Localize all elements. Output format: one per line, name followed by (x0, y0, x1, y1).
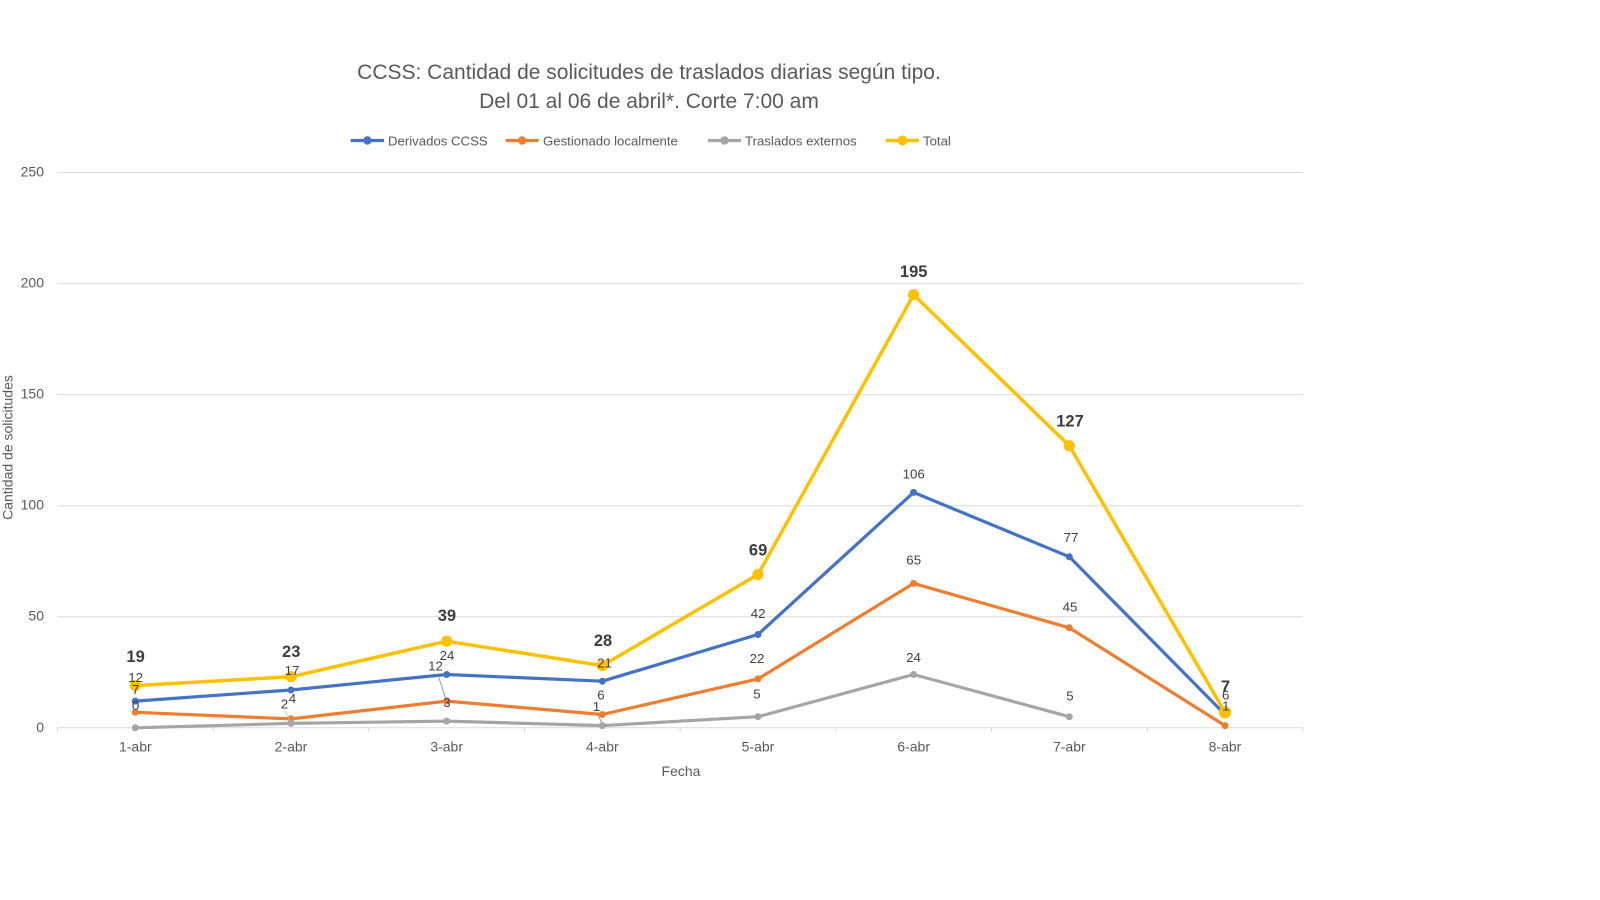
svg-text:39: 39 (438, 607, 456, 625)
svg-text:28: 28 (594, 632, 612, 650)
svg-text:0: 0 (36, 719, 44, 735)
svg-text:Gestionado localmente: Gestionado localmente (543, 133, 678, 148)
svg-text:5: 5 (1066, 689, 1073, 704)
svg-text:4-abr: 4-abr (586, 738, 619, 754)
svg-text:24: 24 (440, 648, 455, 663)
svg-text:65: 65 (906, 553, 921, 568)
svg-text:2-abr: 2-abr (275, 738, 308, 754)
svg-text:7-abr: 7-abr (1053, 738, 1086, 754)
svg-text:3: 3 (443, 695, 450, 710)
svg-text:1: 1 (1222, 699, 1229, 714)
svg-text:6: 6 (1222, 688, 1229, 703)
svg-text:17: 17 (285, 663, 300, 678)
svg-text:42: 42 (751, 606, 766, 621)
svg-text:21: 21 (597, 656, 612, 671)
svg-text:195: 195 (900, 263, 928, 281)
svg-text:127: 127 (1056, 413, 1084, 431)
svg-text:77: 77 (1064, 530, 1079, 545)
svg-text:7: 7 (132, 682, 139, 697)
svg-text:250: 250 (21, 164, 45, 180)
svg-text:4: 4 (289, 691, 296, 706)
svg-text:200: 200 (21, 275, 45, 291)
svg-text:5-abr: 5-abr (742, 738, 775, 754)
svg-text:6-abr: 6-abr (897, 738, 930, 754)
svg-text:45: 45 (1063, 600, 1078, 615)
svg-text:CCSS: Cantidad de solicitudes: CCSS: Cantidad de solicitudes de traslad… (357, 61, 941, 84)
svg-text:Del 01 al 06 de abril*. Corte: Del 01 al 06 de abril*. Corte 7:00 am (479, 90, 819, 113)
svg-text:12: 12 (428, 659, 443, 674)
svg-text:8-abr: 8-abr (1209, 738, 1242, 754)
svg-text:1-abr: 1-abr (119, 738, 152, 754)
svg-text:Total: Total (923, 133, 951, 148)
svg-text:3-abr: 3-abr (430, 738, 463, 754)
svg-text:Derivados CCSS: Derivados CCSS (388, 133, 488, 148)
svg-text:Traslados externos: Traslados externos (745, 133, 857, 148)
svg-text:100: 100 (21, 497, 45, 513)
svg-text:24: 24 (906, 650, 921, 665)
svg-text:7: 7 (1221, 678, 1230, 696)
svg-text:12: 12 (128, 670, 143, 685)
svg-text:150: 150 (21, 386, 45, 402)
svg-text:0: 0 (132, 698, 139, 713)
svg-text:2: 2 (281, 697, 288, 712)
svg-text:5: 5 (753, 687, 760, 702)
svg-text:69: 69 (749, 542, 767, 560)
svg-text:50: 50 (28, 608, 44, 624)
svg-text:6: 6 (597, 688, 604, 703)
svg-text:Cantidad de solicitudes: Cantidad de solicitudes (0, 375, 16, 520)
svg-text:22: 22 (750, 651, 765, 666)
svg-text:1: 1 (593, 699, 600, 714)
svg-text:Fecha: Fecha (662, 763, 701, 779)
svg-text:106: 106 (903, 467, 925, 482)
svg-text:19: 19 (126, 648, 144, 666)
svg-text:23: 23 (282, 643, 300, 661)
